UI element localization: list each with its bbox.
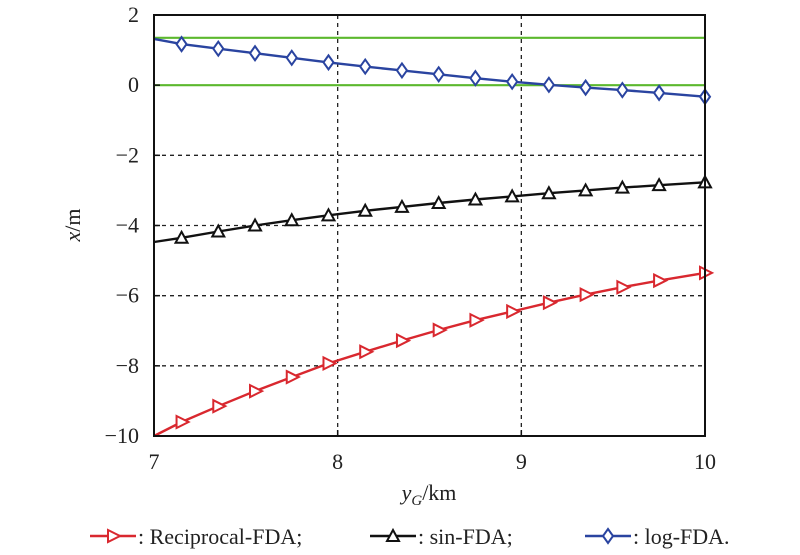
legend-marker [385, 527, 401, 542]
data-point-marker [432, 322, 448, 338]
grid-layer [154, 15, 705, 436]
legend-label: : log-FDA. [633, 524, 730, 549]
data-point-marker [506, 303, 522, 320]
reference-lines [154, 36, 705, 87]
y-axis-title-var: x [60, 232, 85, 243]
data-point-marker [395, 332, 412, 349]
x-axis-title-sub: G [411, 493, 422, 509]
x-axis-title-unit: /km [422, 480, 456, 505]
data-point-marker [173, 229, 190, 244]
data-point-marker [430, 194, 447, 210]
data-point-marker [616, 81, 629, 99]
legend-label: : Reciprocal-FDA; [138, 524, 302, 549]
y-tick-label: −4 [116, 213, 139, 238]
tick-layer: 7 8 9 10 2 0 −2 −4 −6 −8 −10 [105, 2, 716, 474]
data-point-marker [359, 344, 375, 360]
y-axis-title: x/m [60, 209, 85, 243]
legend-item: : Reciprocal-FDA; [90, 524, 302, 549]
data-point-marker [616, 279, 632, 295]
data-point-marker [653, 272, 669, 289]
data-point-marker [210, 223, 226, 238]
data-point-marker [469, 69, 482, 87]
x-axis-title-var: y [400, 480, 412, 505]
data-point-marker [394, 198, 410, 213]
y-tick-label: 2 [128, 2, 139, 27]
data-point-marker [542, 76, 556, 94]
data-point-marker [614, 179, 631, 194]
series-line [153, 37, 706, 98]
x-tick-label: 7 [149, 449, 160, 474]
series-line [153, 181, 706, 244]
y-tick-label: −6 [116, 283, 139, 308]
data-point-marker [175, 35, 188, 53]
legend-marker [107, 528, 123, 544]
series-line [153, 271, 706, 438]
y-axis-title-unit: /m [60, 209, 85, 232]
legend: : Reciprocal-FDA; : sin-FDA; : log-FDA. [90, 524, 730, 549]
data-point-marker [322, 53, 335, 72]
series-reciprocal-fda [153, 265, 715, 438]
data-point-marker [651, 177, 667, 192]
legend-item: : sin-FDA; [370, 524, 513, 549]
data-point-marker [579, 78, 592, 97]
data-point-marker [320, 207, 337, 222]
data-point-marker [249, 383, 265, 399]
data-point-marker [212, 39, 225, 58]
data-point-marker [248, 44, 262, 62]
data-point-marker [469, 312, 485, 328]
data-point-marker [358, 57, 372, 76]
data-point-marker [357, 202, 373, 217]
series-log-fda [153, 35, 712, 106]
data-point-marker [284, 212, 300, 227]
x-tick-label: 8 [332, 449, 343, 474]
data-point-marker [247, 217, 263, 232]
x-axis-title: yG/km [400, 480, 457, 509]
y-tick-label: −8 [116, 353, 139, 378]
x-tick-label: 10 [694, 449, 716, 474]
data-point-marker [285, 369, 301, 385]
data-point-marker [467, 191, 484, 206]
data-point-marker [541, 185, 557, 200]
data-point-marker [395, 61, 409, 80]
legend-item: : log-FDA. [585, 524, 730, 549]
data-point-marker [652, 84, 666, 102]
data-point-marker [579, 286, 595, 303]
x-tick-label: 9 [516, 449, 527, 474]
data-point-marker [504, 188, 520, 203]
legend-label: : sin-FDA; [418, 524, 513, 549]
series-sin-fda [153, 174, 713, 244]
y-tick-label: 0 [128, 72, 139, 97]
data-point-marker [505, 72, 519, 91]
data-point-marker [212, 398, 228, 414]
series-layer [153, 35, 715, 438]
data-point-marker [542, 295, 559, 311]
data-point-marker [432, 65, 445, 84]
y-tick-label: −10 [105, 423, 139, 448]
data-point-marker [322, 355, 338, 371]
y-tick-label: −2 [116, 142, 139, 167]
legend-marker [601, 527, 615, 545]
data-point-marker [175, 414, 191, 430]
data-point-marker [285, 49, 298, 67]
data-point-marker [577, 182, 594, 197]
